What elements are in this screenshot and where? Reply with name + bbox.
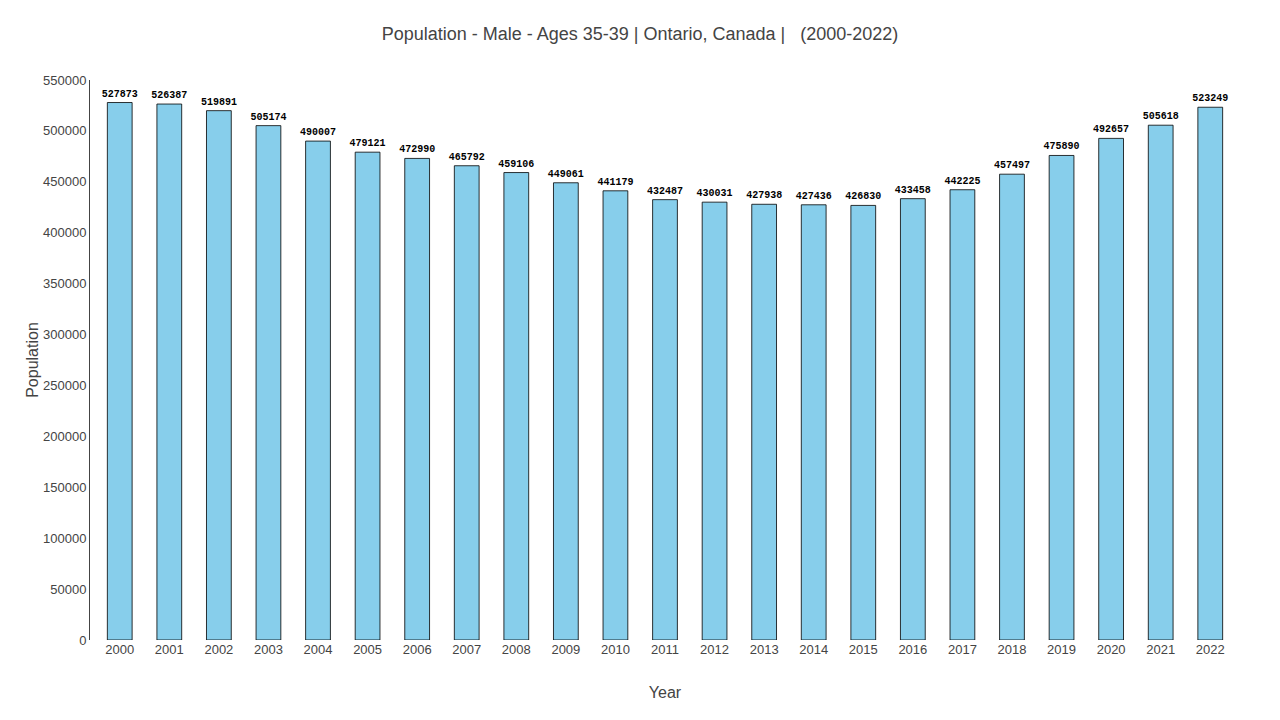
svg-text:527873: 527873: [102, 89, 138, 100]
svg-text:2013: 2013: [750, 642, 779, 657]
svg-text:250000: 250000: [43, 378, 86, 393]
svg-text:433458: 433458: [895, 185, 931, 196]
svg-text:442225: 442225: [944, 176, 980, 187]
svg-text:150000: 150000: [43, 480, 86, 495]
svg-text:427436: 427436: [796, 191, 832, 202]
svg-text:519891: 519891: [201, 97, 237, 108]
svg-text:505174: 505174: [250, 112, 286, 123]
svg-text:441179: 441179: [597, 177, 633, 188]
svg-text:50000: 50000: [50, 582, 86, 597]
svg-text:2011: 2011: [651, 642, 679, 657]
svg-text:300000: 300000: [43, 327, 86, 342]
svg-text:426830: 426830: [845, 191, 881, 202]
svg-text:200000: 200000: [43, 429, 86, 444]
svg-text:2005: 2005: [353, 642, 382, 657]
svg-text:2015: 2015: [849, 642, 878, 657]
svg-text:2022: 2022: [1196, 642, 1225, 657]
svg-text:449061: 449061: [548, 169, 584, 180]
svg-text:2010: 2010: [601, 642, 630, 657]
svg-text:0: 0: [79, 633, 86, 648]
svg-text:457497: 457497: [994, 160, 1030, 171]
svg-text:2018: 2018: [998, 642, 1027, 657]
svg-text:2008: 2008: [502, 642, 531, 657]
svg-text:523249: 523249: [1192, 93, 1228, 104]
svg-text:465792: 465792: [449, 152, 485, 163]
svg-text:526387: 526387: [151, 90, 187, 101]
svg-text:Year: Year: [649, 684, 682, 701]
svg-text:400000: 400000: [43, 225, 86, 240]
svg-text:2021: 2021: [1146, 642, 1175, 657]
svg-text:2017: 2017: [948, 642, 977, 657]
svg-text:2014: 2014: [799, 642, 828, 657]
svg-text:475890: 475890: [1044, 141, 1080, 152]
svg-text:2007: 2007: [452, 642, 481, 657]
svg-text:100000: 100000: [43, 531, 86, 546]
svg-text:2000: 2000: [105, 642, 134, 657]
svg-text:2016: 2016: [898, 642, 927, 657]
svg-text:2019: 2019: [1047, 642, 1076, 657]
svg-text:2012: 2012: [700, 642, 729, 657]
svg-text:Population - Male - Ages 35-39: Population - Male - Ages 35-39 | Ontario…: [382, 24, 899, 44]
svg-text:2006: 2006: [403, 642, 432, 657]
svg-text:2001: 2001: [155, 642, 184, 657]
svg-text:2009: 2009: [551, 642, 580, 657]
svg-text:490007: 490007: [300, 127, 336, 138]
svg-text:550000: 550000: [43, 73, 86, 88]
svg-text:450000: 450000: [43, 174, 86, 189]
svg-text:459106: 459106: [498, 159, 534, 170]
svg-text:2020: 2020: [1097, 642, 1126, 657]
svg-text:479121: 479121: [350, 138, 386, 149]
svg-text:427938: 427938: [746, 190, 782, 201]
svg-text:505618: 505618: [1143, 111, 1179, 122]
svg-text:2002: 2002: [204, 642, 233, 657]
svg-text:Population: Population: [24, 322, 41, 398]
svg-text:430031: 430031: [697, 188, 733, 199]
svg-text:492657: 492657: [1093, 124, 1129, 135]
svg-text:2004: 2004: [304, 642, 333, 657]
svg-text:432487: 432487: [647, 186, 683, 197]
svg-text:500000: 500000: [43, 123, 86, 138]
svg-text:2003: 2003: [254, 642, 283, 657]
svg-text:350000: 350000: [43, 276, 86, 291]
svg-text:472990: 472990: [399, 144, 435, 155]
